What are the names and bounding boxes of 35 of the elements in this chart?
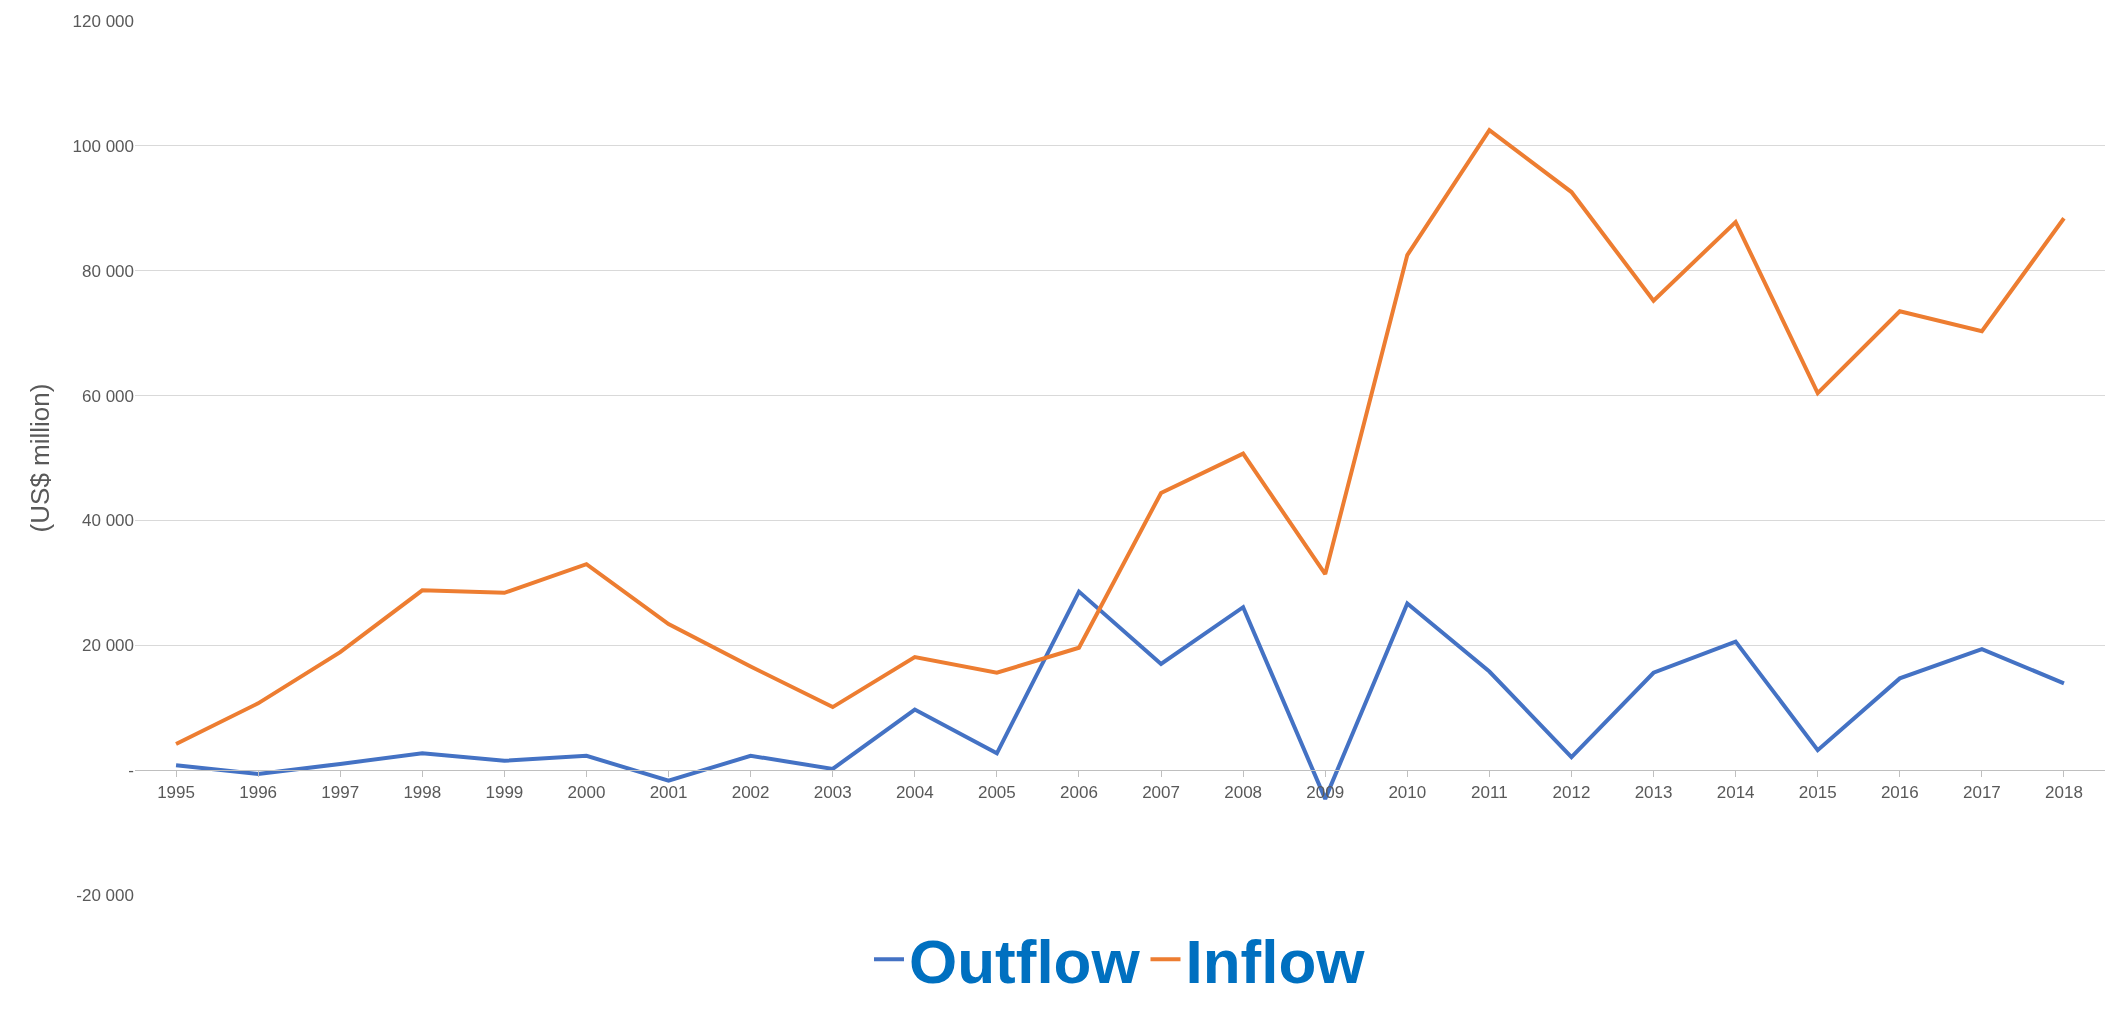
- x-tick-label: 2008: [1224, 782, 1263, 802]
- x-tick-label: 2005: [977, 782, 1016, 802]
- y-tick-label: 60 000: [82, 386, 134, 406]
- x-tick-label: 2018: [2045, 782, 2083, 802]
- x-tick-label: 2012: [1552, 782, 1591, 802]
- x-tick-label: 2001: [649, 782, 688, 802]
- x-tick-label: 1995: [157, 782, 195, 802]
- x-tick-label: 2015: [1798, 782, 1837, 802]
- x-tick-label: 2013: [1634, 782, 1673, 802]
- y-tick-label: 120 000: [72, 11, 134, 31]
- y-tick-label: 40 000: [82, 511, 134, 531]
- x-tick-label: 1999: [485, 782, 524, 802]
- legend-label: Outflow: [909, 927, 1141, 997]
- x-tick-label: 1996: [239, 782, 278, 802]
- x-tick-label: 2016: [1880, 782, 1919, 802]
- y-tick-label: 100 000: [72, 136, 134, 156]
- x-tick-label: 2006: [1060, 782, 1098, 802]
- line-series: [174, 128, 2066, 746]
- x-tick-label: 2000: [567, 782, 606, 802]
- x-tick-label: 1998: [403, 782, 442, 802]
- y-tick-label: 80 000: [82, 261, 134, 281]
- legend-label: Inflow: [1185, 927, 1366, 997]
- x-tick-label: 2004: [895, 782, 934, 802]
- x-tick-label: 2014: [1716, 782, 1755, 802]
- x-tick-label: 2007: [1142, 782, 1180, 802]
- x-tick-label: 2003: [813, 782, 852, 802]
- x-tick-label: 2011: [1471, 782, 1508, 802]
- x-tick-label: 2002: [731, 782, 770, 802]
- y-tick-label: 20 000: [82, 636, 134, 656]
- x-tick-label: 2017: [1962, 782, 2001, 802]
- x-tick-label: 1997: [321, 782, 360, 802]
- x-tick-label: 2010: [1388, 782, 1427, 802]
- y-tick-label: -: [128, 761, 134, 781]
- y-tick-label: -20 000: [76, 885, 134, 905]
- y-axis-title: (US$ million): [24, 383, 55, 533]
